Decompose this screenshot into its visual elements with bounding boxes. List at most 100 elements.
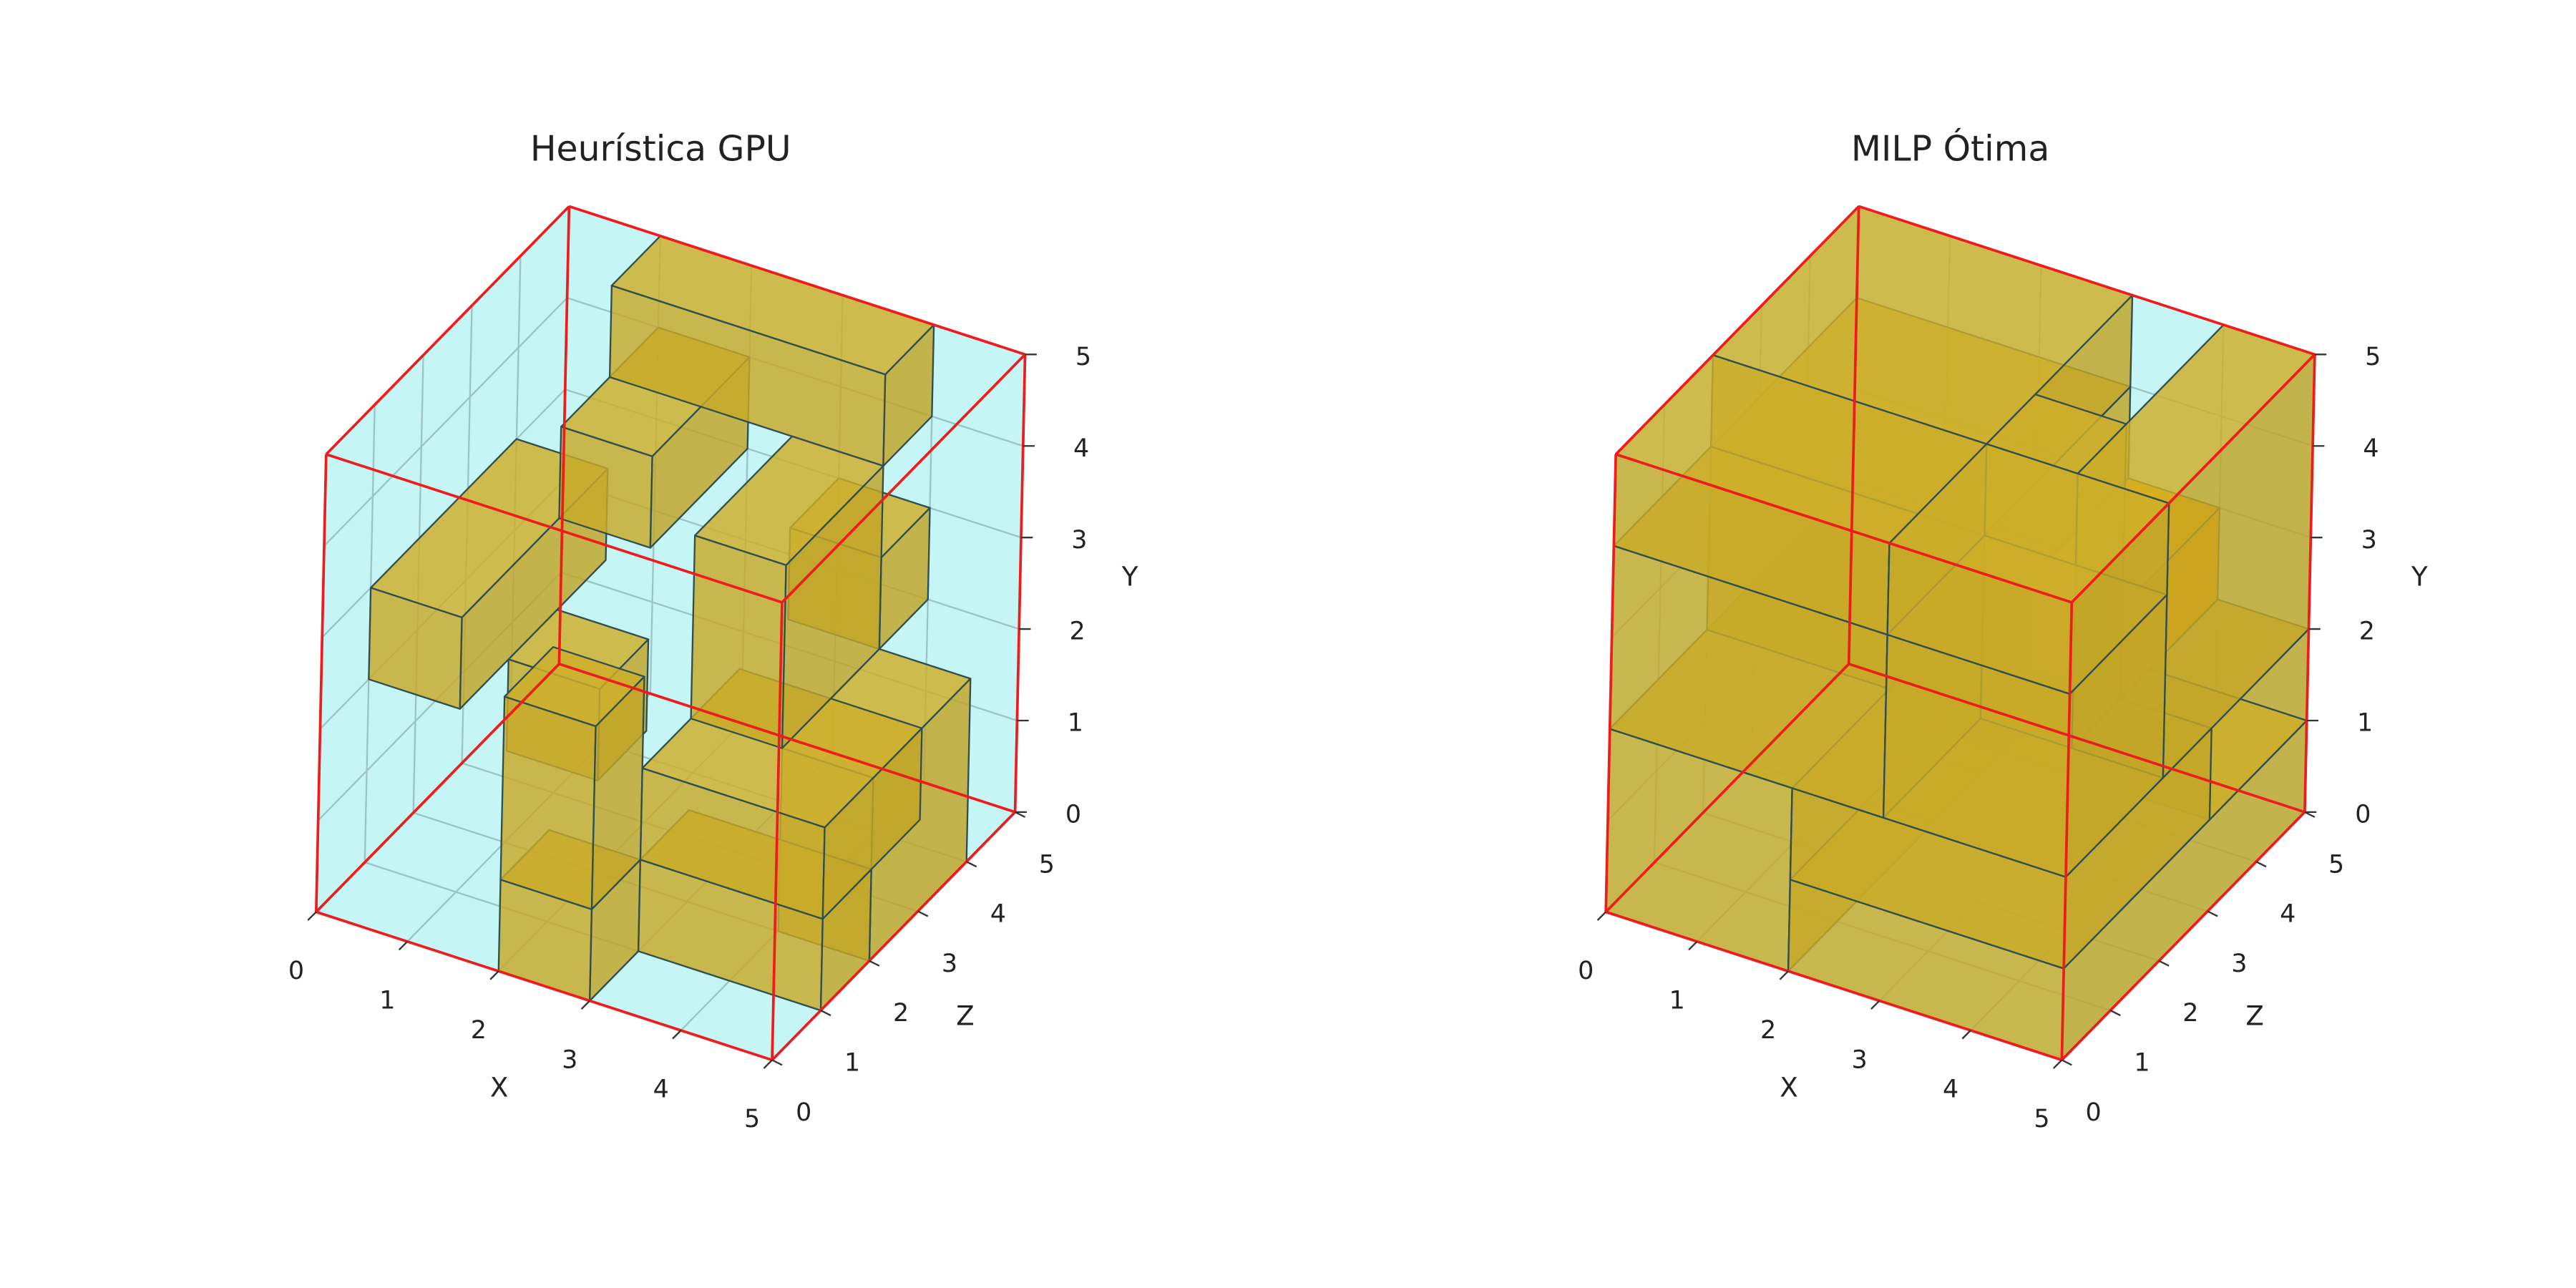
x-tick-label: 3 (562, 1045, 577, 1074)
box-face-top (503, 646, 645, 728)
y-tick-label: 5 (1075, 343, 1091, 371)
frame-edge (2303, 354, 2316, 812)
y-tick-label: 2 (1069, 618, 1085, 646)
y-tick-label: 5 (2365, 343, 2381, 371)
grid-line (323, 297, 568, 547)
frame-edge (1848, 663, 2306, 814)
x-tick-label: 0 (1578, 957, 1594, 985)
tick-mark (771, 1059, 783, 1066)
frame-edge (1615, 453, 2072, 604)
tick-mark (580, 1000, 591, 1010)
frame-edge (568, 205, 1026, 356)
z-axis-label: Z (956, 1000, 974, 1032)
x-tick-label: 3 (1852, 1045, 1868, 1074)
y-axis-label: Y (1121, 561, 1138, 592)
z-tick-label: 0 (796, 1098, 811, 1127)
y-tick-label: 3 (1071, 526, 1087, 555)
frame-edge (1858, 205, 2316, 356)
tick-mark (1870, 1000, 1880, 1010)
tick-mark (307, 911, 317, 921)
z-tick-label: 5 (1039, 850, 1055, 879)
frame-edge (315, 454, 328, 912)
box-face-top (694, 435, 884, 566)
z-tick-label: 3 (942, 950, 957, 978)
frame-edge (1605, 910, 2062, 1062)
tick-mark (869, 960, 880, 967)
tick-mark (672, 1030, 682, 1040)
x-tick-label: 2 (1760, 1016, 1776, 1045)
x-tick-label: 5 (2034, 1105, 2049, 1133)
frame-edge (2061, 811, 2306, 1061)
tick-mark (820, 1010, 831, 1017)
y-tick-label: 4 (2363, 434, 2379, 463)
x-axis-label: X (490, 1072, 508, 1103)
box (690, 435, 884, 749)
x-tick-label: 5 (744, 1105, 760, 1133)
frame-edge (771, 811, 1016, 1061)
tick-mark (1596, 911, 1607, 921)
tick-mark (763, 1059, 773, 1069)
frame-edge (558, 663, 1016, 814)
y-tick-label: 1 (1068, 709, 1083, 738)
z-tick-label: 2 (2182, 999, 2198, 1028)
frame-edge (2060, 602, 2074, 1060)
z-tick-label: 1 (2134, 1049, 2150, 1078)
frame-edge (781, 353, 1026, 604)
frame-edge (1604, 663, 1850, 913)
chart-title: MILP Ótima (1851, 129, 2049, 170)
tick-mark (2255, 861, 2267, 868)
tick-mark (489, 970, 499, 980)
frame-edge (325, 205, 570, 456)
tick-mark (2158, 960, 2170, 967)
z-tick-label: 5 (2328, 850, 2344, 879)
y-tick-label: 3 (2361, 526, 2377, 555)
tick-mark (966, 861, 977, 868)
z-axis-label: Z (2245, 1000, 2263, 1032)
x-axis-label: X (1780, 1072, 1797, 1103)
frame-edge (557, 206, 571, 664)
frame-edge (2071, 353, 2316, 604)
z-tick-label: 0 (2085, 1098, 2101, 1127)
frame-edge (1013, 354, 1027, 812)
x-tick-label: 1 (1669, 987, 1685, 1015)
box (368, 438, 609, 710)
z-tick-label: 3 (2231, 950, 2247, 978)
tick-mark (2052, 1059, 2063, 1069)
frame-edge (315, 663, 560, 913)
tick-mark (2207, 910, 2218, 917)
y-tick-label: 0 (2355, 801, 2371, 829)
z-tick-label: 1 (844, 1049, 860, 1078)
frame-edge (316, 910, 773, 1062)
tick-mark (1688, 940, 1698, 951)
frame-edge (1604, 454, 1617, 912)
box (1886, 443, 2170, 695)
frame-edge (1614, 205, 1860, 456)
box-face-front (499, 696, 597, 910)
x-tick-label: 4 (653, 1075, 669, 1104)
tick-mark (2109, 1010, 2121, 1017)
tick-mark (2061, 1059, 2072, 1066)
frame-edge (1847, 206, 1860, 664)
tick-mark (398, 940, 409, 951)
box (499, 646, 645, 910)
z-tick-label: 4 (2280, 900, 2296, 929)
y-tick-label: 0 (1065, 801, 1081, 829)
x-tick-label: 1 (379, 987, 395, 1015)
x-tick-label: 2 (471, 1016, 487, 1045)
y-tick-label: 4 (1073, 434, 1089, 463)
box-face-front (690, 535, 787, 749)
x-tick-label: 4 (1943, 1075, 1958, 1104)
tick-mark (1779, 970, 1789, 980)
chart-title: Heurística GPU (530, 129, 791, 170)
frame-edge (771, 602, 784, 1060)
frame-edge (326, 453, 783, 604)
y-tick-label: 2 (2359, 618, 2375, 646)
x-tick-label: 0 (288, 957, 304, 985)
z-tick-label: 2 (893, 999, 909, 1028)
y-tick-label: 1 (2357, 709, 2373, 738)
z-tick-label: 4 (990, 900, 1006, 929)
